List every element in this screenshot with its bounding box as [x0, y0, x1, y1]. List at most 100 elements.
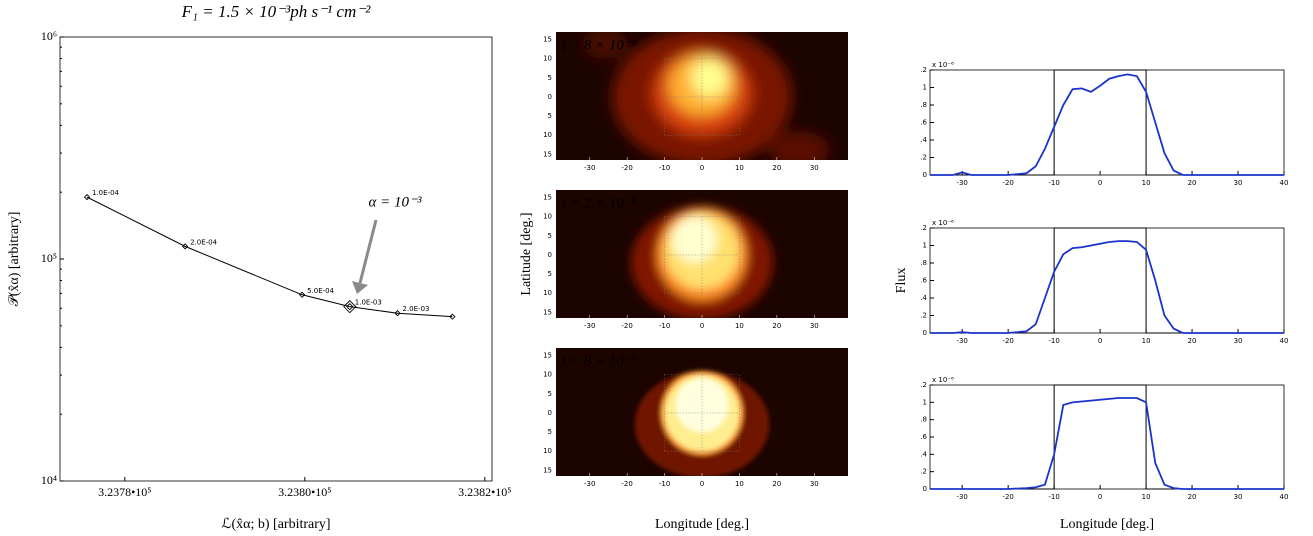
x-tick-label: 30	[810, 480, 819, 488]
y-multiplier: x 10⁻⁶	[932, 376, 954, 384]
point-marker	[83, 193, 91, 201]
data-line	[930, 69, 1284, 176]
x-tick-label: -20	[621, 322, 632, 330]
y-tick-label: 5	[548, 428, 552, 436]
x-tick-label: 20	[1188, 493, 1197, 501]
y-tick-label: 10	[543, 289, 552, 297]
x-tick-label: 30	[1234, 179, 1243, 187]
data-line	[930, 73, 1284, 176]
y-tick-label: 5	[548, 270, 552, 278]
x-tick-label: -20	[1002, 179, 1013, 187]
y-tick-label: 10⁵	[41, 251, 57, 265]
x-tick-label: 0	[700, 164, 704, 172]
plot-frame	[929, 227, 1285, 334]
x-tick-label: 40	[1280, 493, 1289, 501]
annotation: α = 10⁻³	[369, 194, 422, 210]
y-tick-label: 1	[923, 242, 927, 250]
x-tick-label: 10	[735, 322, 744, 330]
point-marker-inner	[346, 303, 354, 311]
y-tick-label: .6	[920, 277, 927, 285]
y-tick-label: 1	[923, 84, 927, 92]
y-axis-label: Latitude [deg.]	[519, 212, 534, 295]
x-tick-label: -10	[1048, 179, 1059, 187]
y-tick-label: .8	[920, 101, 927, 109]
x-tick-label: 10	[1142, 179, 1151, 187]
y-tick-label: 10⁴	[41, 473, 57, 487]
y-tick-label: .8	[920, 416, 927, 424]
x-tick-label: 3.2382•10⁵	[458, 485, 511, 499]
x-tick-label: -30	[584, 480, 595, 488]
x-tick-label: 10	[735, 480, 744, 488]
x-tick-label: -10	[1048, 337, 1059, 345]
emission-blob	[582, 32, 628, 59]
x-tick-label: 0	[1098, 337, 1102, 345]
x-tick-label: -20	[1002, 337, 1013, 345]
emission-blob	[672, 216, 717, 263]
panel-label: t = 2 × 10⁻⁸	[562, 195, 637, 211]
y-tick-label: .4	[920, 136, 927, 144]
point-marker	[449, 313, 456, 320]
panel-label: t = 8 × 10⁻⁹	[562, 353, 637, 369]
x-tick-label: 30	[810, 322, 819, 330]
emission-blobs	[630, 205, 774, 318]
x-tick-label: 20	[1188, 179, 1197, 187]
point-label: 5.0E-04	[307, 287, 335, 295]
y-tick-label: 15	[543, 352, 552, 360]
emission-map	[630, 205, 774, 318]
x-tick-label: -10	[1048, 493, 1059, 501]
y-tick-label: .4	[920, 294, 927, 302]
y-tick-label: .2	[920, 154, 927, 162]
x-tick-label: -10	[659, 322, 670, 330]
y-tick-label: 0	[548, 251, 552, 259]
y-tick-label: 5	[548, 390, 552, 398]
y-tick-label: .4	[920, 450, 927, 458]
point-marker	[343, 300, 357, 314]
emission-blob	[769, 131, 830, 160]
y-tick-label: .8	[920, 259, 927, 267]
plot-frame	[929, 384, 1285, 490]
y-tick-label: .2	[920, 381, 927, 389]
x-tick-label: 0	[1098, 179, 1102, 187]
emission-blobs	[582, 32, 830, 160]
x-tick-label: 30	[810, 164, 819, 172]
x-tick-label: 0	[1098, 493, 1102, 501]
data-line	[930, 384, 1284, 490]
data-line	[86, 196, 453, 318]
emission-map	[582, 32, 830, 160]
point-label: 1.0E-04	[92, 189, 120, 197]
x-tick-label: 10	[1142, 493, 1151, 501]
y-tick-label: 0	[923, 171, 927, 179]
x-tick-label: 20	[772, 480, 781, 488]
y-tick-label: 10	[543, 447, 552, 455]
x-tick-label: -30	[956, 179, 967, 187]
annotation-arrow	[358, 219, 378, 284]
x-axis-label: ℒ(x̂α; b) [arbitrary]	[221, 517, 330, 532]
y-multiplier: x 10⁻⁶	[932, 61, 954, 69]
x-tick-label: -30	[584, 164, 595, 172]
y-tick-label: 0	[548, 409, 552, 417]
chart-title: F₁ = 1.5 × 10⁻³ph s⁻¹ cm⁻²	[181, 2, 372, 21]
x-tick-label: 0	[700, 480, 704, 488]
y-axis-label: 𝒫(x̂α) [arbitrary]	[7, 212, 22, 307]
x-tick-label: -10	[659, 480, 670, 488]
data-line	[930, 227, 1284, 334]
y-tick-label: .6	[920, 119, 927, 127]
x-tick-label: -20	[621, 480, 632, 488]
point-label: 2.0E-03	[403, 305, 430, 313]
point-marker	[298, 291, 306, 298]
x-tick-label: 30	[1234, 337, 1243, 345]
y-tick-label: 10	[543, 371, 552, 379]
x-tick-label: 20	[1188, 337, 1197, 345]
x-tick-label: 10	[1142, 337, 1151, 345]
y-tick-label: .6	[920, 433, 927, 441]
x-tick-label: -20	[621, 164, 632, 172]
y-tick-label: 15	[543, 36, 552, 44]
x-tick-label: -30	[584, 322, 595, 330]
point-marker	[181, 243, 189, 250]
plot-frame	[929, 69, 1285, 176]
x-tick-label: 20	[772, 322, 781, 330]
x-tick-label: -30	[956, 493, 967, 501]
y-tick-label: 15	[543, 150, 552, 158]
